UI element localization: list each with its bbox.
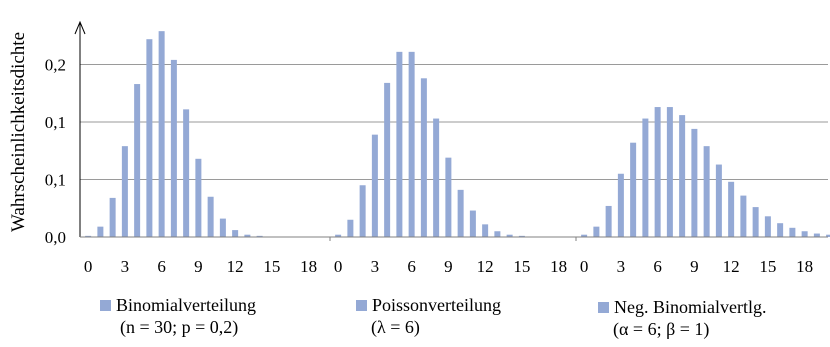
bar	[347, 219, 354, 237]
bar	[752, 207, 759, 237]
bar	[158, 31, 165, 238]
bar	[679, 115, 686, 237]
bar	[335, 234, 342, 237]
legend-entry-binomial: Binomialverteilung (n = 30; p = 0,2)	[100, 294, 256, 338]
bar	[654, 107, 661, 237]
y-axis-arrow	[74, 20, 86, 35]
x-tick-label: 0	[580, 257, 589, 276]
bar	[617, 173, 624, 237]
bar	[384, 82, 391, 238]
bar	[195, 158, 202, 237]
bar	[85, 235, 92, 237]
x-tick-label: 6	[157, 257, 166, 276]
bar	[740, 195, 747, 237]
bar	[109, 197, 116, 237]
x-tick-label: 12	[723, 257, 740, 276]
x-tick-label: 12	[477, 257, 494, 276]
bar	[777, 223, 784, 237]
bar	[630, 142, 637, 237]
x-tick-label: 12	[227, 257, 244, 276]
bar	[396, 51, 403, 237]
bar	[691, 128, 698, 237]
bar	[371, 134, 378, 237]
y-tick-label: 0,2	[45, 56, 66, 75]
bar	[359, 185, 366, 237]
bar	[232, 230, 239, 237]
y-tick-label: 0,1	[45, 171, 66, 190]
legend-label: Poissonverteilung	[372, 295, 501, 315]
bar	[506, 234, 513, 237]
bar	[97, 226, 104, 237]
bar	[728, 181, 735, 237]
bar	[715, 164, 722, 237]
axes: 0,0 0,1 0,1 0,2 0 3 6 9 12 15 18 0 3 6 9 12 15 18 0 3 6 9 12 15…	[45, 20, 828, 276]
bar	[469, 210, 476, 237]
x-tick-label: 9	[690, 257, 699, 276]
bar	[801, 231, 808, 237]
x-tick-label: 6	[653, 257, 662, 276]
legend-label: Binomialverteilung	[116, 295, 256, 315]
bar	[420, 78, 427, 237]
bar	[457, 189, 464, 237]
bar	[408, 51, 415, 237]
bar	[518, 235, 525, 237]
bar	[494, 231, 501, 237]
legend-params: (λ = 6)	[371, 317, 420, 337]
x-tick-label: 18	[550, 257, 567, 276]
x-tick-label: 6	[407, 257, 416, 276]
x-tick-label: 15	[759, 257, 776, 276]
bar	[482, 224, 489, 237]
bar	[813, 233, 820, 237]
x-tick-label: 18	[796, 257, 813, 276]
gridlines	[80, 64, 828, 180]
legend-label: Neg. Binomialvertlg.	[614, 297, 767, 317]
x-tick-label: 3	[617, 257, 626, 276]
y-axis-label: Wahrscheinlichkeitsdichte	[8, 32, 29, 232]
bar	[219, 218, 226, 237]
bar	[256, 235, 263, 237]
bar	[183, 109, 190, 237]
legend-swatch	[598, 301, 609, 313]
bar	[789, 227, 796, 237]
x-tick-label: 18	[300, 257, 317, 276]
bar	[642, 118, 649, 237]
x-tick-label: 3	[371, 257, 380, 276]
x-tick-label: 0	[84, 257, 93, 276]
x-tick-label: 15	[263, 257, 280, 276]
x-tick-label: 9	[444, 257, 453, 276]
bar	[244, 234, 251, 237]
y-tick-label: 0,1	[45, 113, 66, 132]
legend-params: (α = 6; β = 1)	[613, 319, 710, 339]
legend-swatch	[356, 299, 367, 311]
bar	[764, 216, 771, 237]
bar	[433, 118, 440, 237]
bar	[445, 157, 452, 237]
legend-swatch	[100, 299, 111, 311]
bar	[826, 234, 830, 237]
bar	[581, 234, 588, 237]
y-tick-label: 0,0	[45, 228, 66, 247]
bar	[666, 107, 673, 237]
bar	[207, 196, 214, 237]
bars	[85, 31, 830, 238]
x-tick-label: 0	[334, 257, 343, 276]
legend-entry-neg-binomial: Neg. Binomialvertlg. (α = 6; β = 1)	[598, 296, 766, 340]
bar	[134, 84, 141, 237]
x-tick-label: 15	[513, 257, 530, 276]
legend-params: (n = 30; p = 0,2)	[120, 317, 239, 337]
legend-entry-poisson: Poissonverteilung (λ = 6)	[356, 294, 501, 338]
bar	[703, 146, 710, 237]
bar	[605, 205, 612, 237]
x-tick-label: 9	[194, 257, 203, 276]
x-tick-label: 3	[121, 257, 130, 276]
bar	[593, 226, 600, 237]
bar	[146, 39, 153, 238]
bar	[170, 59, 177, 238]
bar	[121, 146, 128, 237]
